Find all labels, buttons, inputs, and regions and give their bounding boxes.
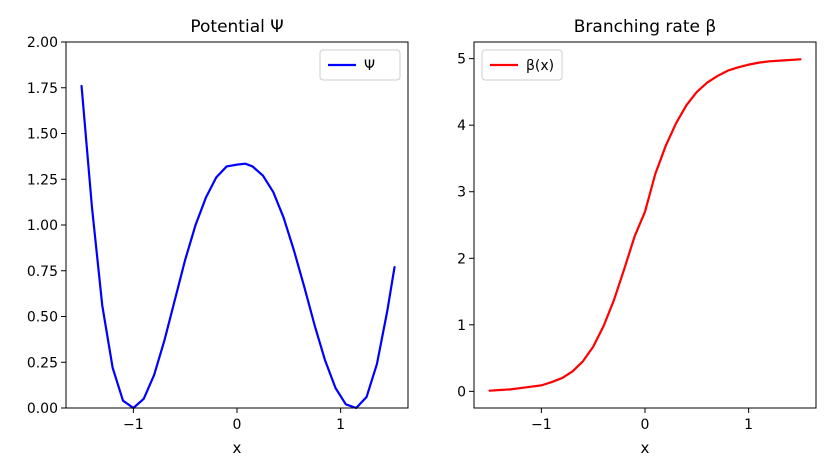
- y-tick-label: 0.50: [27, 310, 58, 326]
- legend-box: [319, 49, 401, 81]
- x-axis-label: x: [641, 439, 650, 457]
- y-tick-label: 0.00: [27, 401, 58, 417]
- plot-frame: [473, 41, 817, 409]
- y-tick-label: 0: [457, 384, 466, 400]
- y-tick-label: 3: [457, 185, 466, 201]
- plot-frame: [65, 41, 409, 409]
- x-axis-label: x: [233, 439, 242, 457]
- legend-label: β(x): [526, 58, 554, 74]
- y-tick-label: 1.75: [27, 81, 58, 97]
- legend-box: [481, 49, 563, 81]
- chart-panel-1: Potential Ψ −1 0 1 0.00 0.25 0.50 0.75 1.00 1.25 1…: [27, 17, 409, 457]
- x-tick-label: −1: [123, 417, 144, 433]
- x-tick-label: 1: [744, 417, 753, 433]
- series-line-1: [80, 84, 396, 410]
- x-tick-label: 1: [336, 417, 345, 433]
- y-tick-label: 1.00: [27, 218, 58, 234]
- y-tick-label: 0.75: [27, 264, 58, 280]
- legend: Ψ: [319, 49, 401, 81]
- y-tick-label: 2.00: [27, 35, 58, 51]
- chart-panel-2: Branching rate β −1 0 1 0 1 2 3 4 5 x β(x): [457, 17, 817, 457]
- y-tick-label: 0.25: [27, 355, 58, 371]
- y-tick-label: 5: [457, 52, 466, 68]
- legend: β(x): [481, 49, 563, 81]
- y-tick-label: 1.25: [27, 172, 58, 188]
- y-tick-label: 1.50: [27, 127, 58, 143]
- y-tick-label: 1: [457, 318, 466, 334]
- y-tick-label: 4: [457, 118, 466, 134]
- chart-title: Branching rate β: [574, 17, 716, 37]
- chart-title: Potential Ψ: [190, 17, 283, 37]
- x-tick-label: 0: [641, 417, 650, 433]
- legend-label: Ψ: [364, 58, 375, 74]
- y-tick-label: 2: [457, 251, 466, 267]
- x-tick-label: 0: [233, 417, 242, 433]
- series-line-1: [488, 58, 802, 392]
- x-tick-label: −1: [531, 417, 552, 433]
